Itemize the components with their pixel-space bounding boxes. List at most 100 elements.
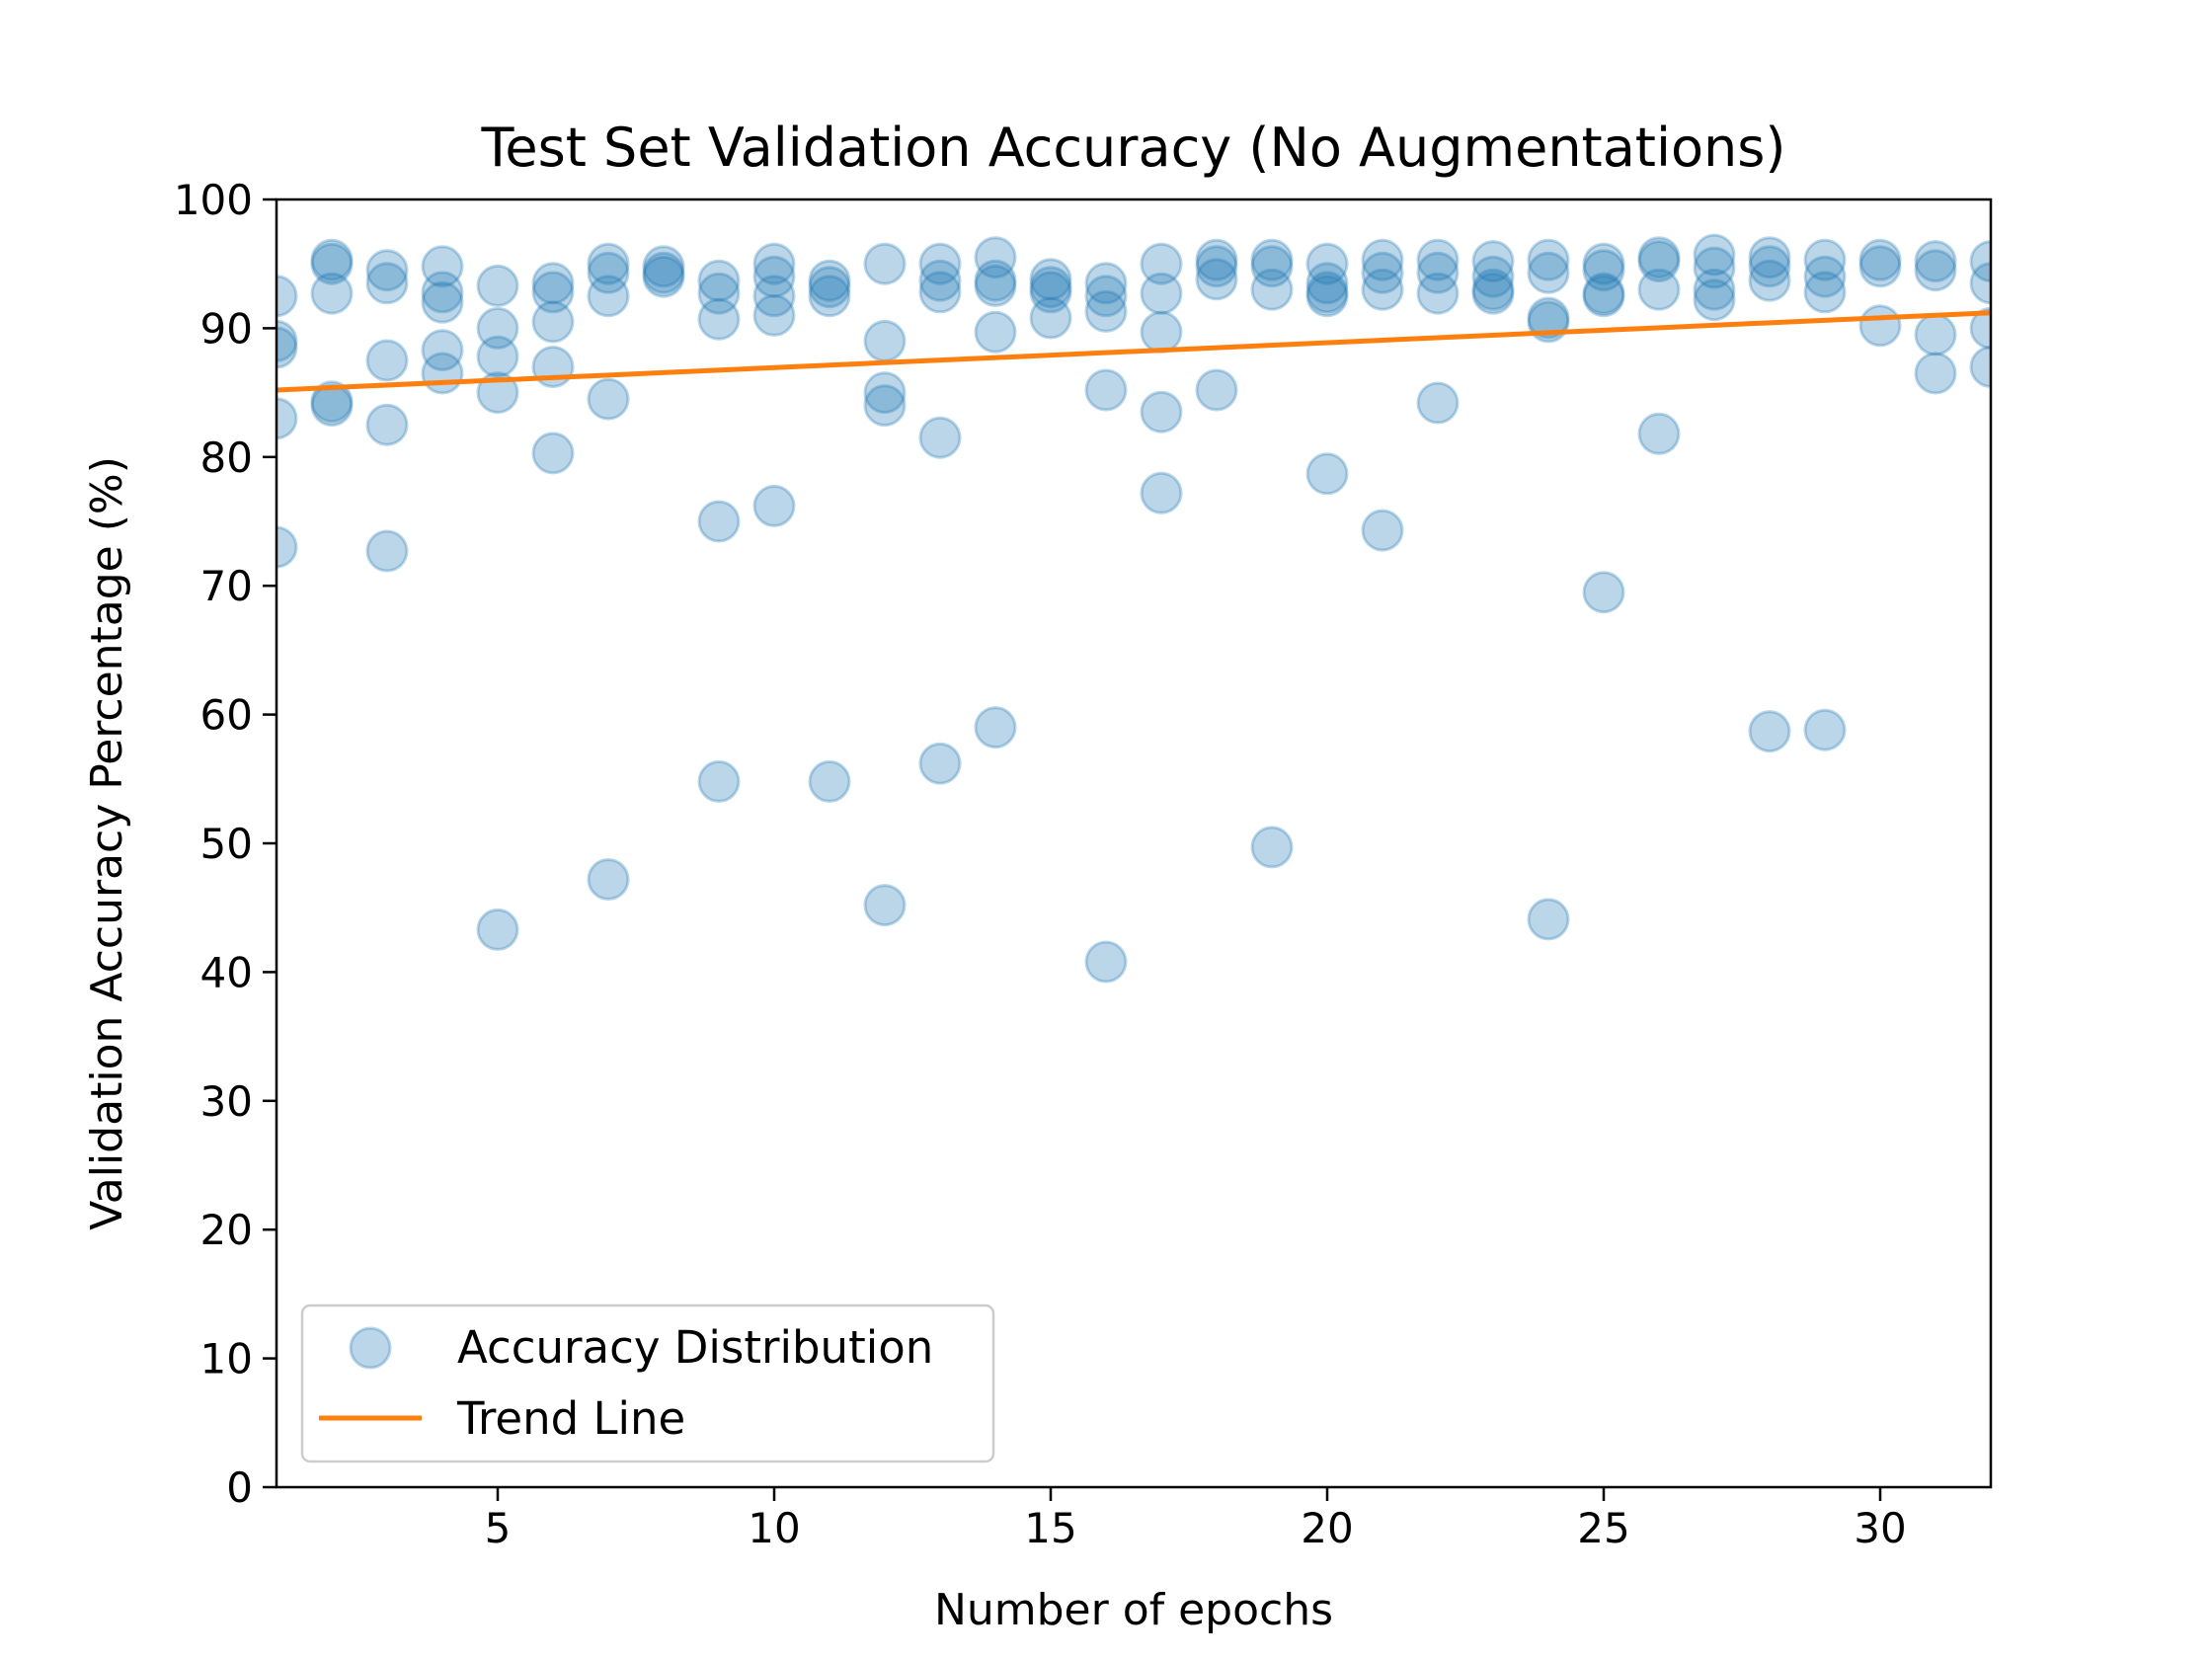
data-point-102 (1471, 240, 1515, 283)
y-tick-label-50: 50 (200, 820, 253, 868)
data-point-18 (421, 329, 464, 372)
data-point-97 (1361, 509, 1404, 552)
data-point-67 (1029, 258, 1072, 301)
data-point-22 (476, 335, 519, 378)
data-point-40 (697, 297, 741, 341)
data-point-56 (863, 884, 907, 927)
data-point-124 (1748, 236, 1791, 279)
data-point-0 (276, 275, 298, 318)
data-point-114 (1582, 275, 1625, 318)
data-point-34 (587, 858, 630, 901)
data-point-98 (1416, 238, 1460, 281)
data-point-127 (1748, 710, 1791, 753)
data-point-41 (697, 500, 741, 543)
data-point-10 (365, 249, 409, 292)
data-point-116 (1637, 236, 1681, 279)
data-point-29 (531, 432, 575, 475)
data-point-24 (476, 908, 519, 951)
data-point-15 (421, 245, 464, 288)
data-point-37 (642, 255, 685, 298)
data-point-110 (1527, 898, 1570, 941)
data-point-107 (1527, 251, 1570, 294)
data-point-74 (1084, 368, 1128, 412)
data-point-13 (365, 403, 409, 446)
legend-marker-scatter (349, 1326, 392, 1370)
data-point-25 (531, 262, 575, 305)
data-point-134 (1858, 304, 1902, 348)
data-point-66 (974, 706, 1017, 750)
data-point-79 (1140, 390, 1183, 434)
data-point-128 (1803, 238, 1847, 281)
data-point-19 (421, 352, 464, 395)
data-point-8 (310, 380, 354, 424)
data-point-77 (1140, 272, 1183, 315)
data-point-55 (863, 384, 907, 428)
data-point-99 (1416, 251, 1460, 294)
data-point-1 (276, 319, 298, 362)
data-point-36 (642, 251, 685, 294)
data-point-54 (863, 371, 907, 415)
chart-title: Test Set Validation Accuracy (No Augment… (481, 117, 1786, 179)
data-point-87 (1250, 268, 1294, 311)
data-point-61 (918, 742, 962, 785)
data-point-46 (752, 293, 796, 337)
data-point-111 (1582, 242, 1625, 285)
data-point-30 (587, 242, 630, 285)
data-point-43 (752, 242, 796, 285)
data-point-62 (974, 236, 1017, 279)
data-point-101 (1416, 381, 1460, 425)
data-point-33 (587, 377, 630, 421)
data-point-141 (1969, 306, 1991, 350)
data-point-94 (1361, 238, 1404, 281)
data-point-89 (1305, 242, 1349, 285)
data-point-70 (1029, 296, 1072, 340)
data-point-103 (1471, 255, 1515, 298)
data-point-117 (1637, 240, 1681, 283)
data-point-73 (1084, 289, 1128, 333)
data-point-135 (1914, 240, 1957, 283)
data-point-9 (310, 384, 354, 428)
data-point-119 (1637, 412, 1681, 455)
data-point-106 (1527, 238, 1570, 281)
data-point-108 (1527, 296, 1570, 340)
data-point-115 (1582, 571, 1625, 614)
y-tick-label-90: 90 (200, 304, 253, 353)
data-point-49 (808, 266, 851, 309)
data-point-92 (1305, 275, 1349, 318)
y-tick-label-10: 10 (200, 1335, 253, 1383)
y-tick-label-30: 30 (200, 1077, 253, 1126)
data-point-95 (1361, 251, 1404, 294)
data-point-140 (1969, 262, 1991, 305)
data-point-59 (918, 271, 962, 314)
x-axis-label: Number of epochs (934, 1585, 1333, 1635)
data-point-52 (863, 242, 907, 285)
data-point-47 (752, 484, 796, 527)
data-point-42 (697, 759, 741, 803)
data-point-65 (974, 310, 1017, 354)
data-point-16 (421, 271, 464, 314)
data-point-82 (1195, 245, 1238, 288)
data-point-31 (587, 251, 630, 294)
y-tick-label-0: 0 (226, 1463, 253, 1512)
data-point-132 (1858, 238, 1902, 281)
data-point-88 (1250, 826, 1294, 869)
y-tick-label-40: 40 (200, 948, 253, 996)
data-point-75 (1084, 940, 1128, 984)
trend-line (276, 310, 1991, 393)
data-point-60 (918, 416, 962, 459)
data-point-45 (752, 275, 796, 318)
data-point-139 (1969, 240, 1991, 283)
data-point-51 (808, 759, 851, 803)
data-point-90 (1305, 262, 1349, 305)
data-point-71 (1084, 262, 1128, 305)
data-point-26 (531, 271, 575, 314)
x-tick-label-20: 20 (1301, 1504, 1353, 1552)
data-point-83 (1195, 258, 1238, 301)
data-point-6 (310, 242, 354, 285)
data-point-122 (1693, 268, 1736, 311)
x-axis-ticks: 5 10 15 20 25 30 (485, 1487, 1907, 1552)
legend-box (300, 1304, 995, 1463)
legend: Accuracy Distribution Trend Line (300, 1304, 995, 1463)
data-point-58 (918, 259, 962, 302)
